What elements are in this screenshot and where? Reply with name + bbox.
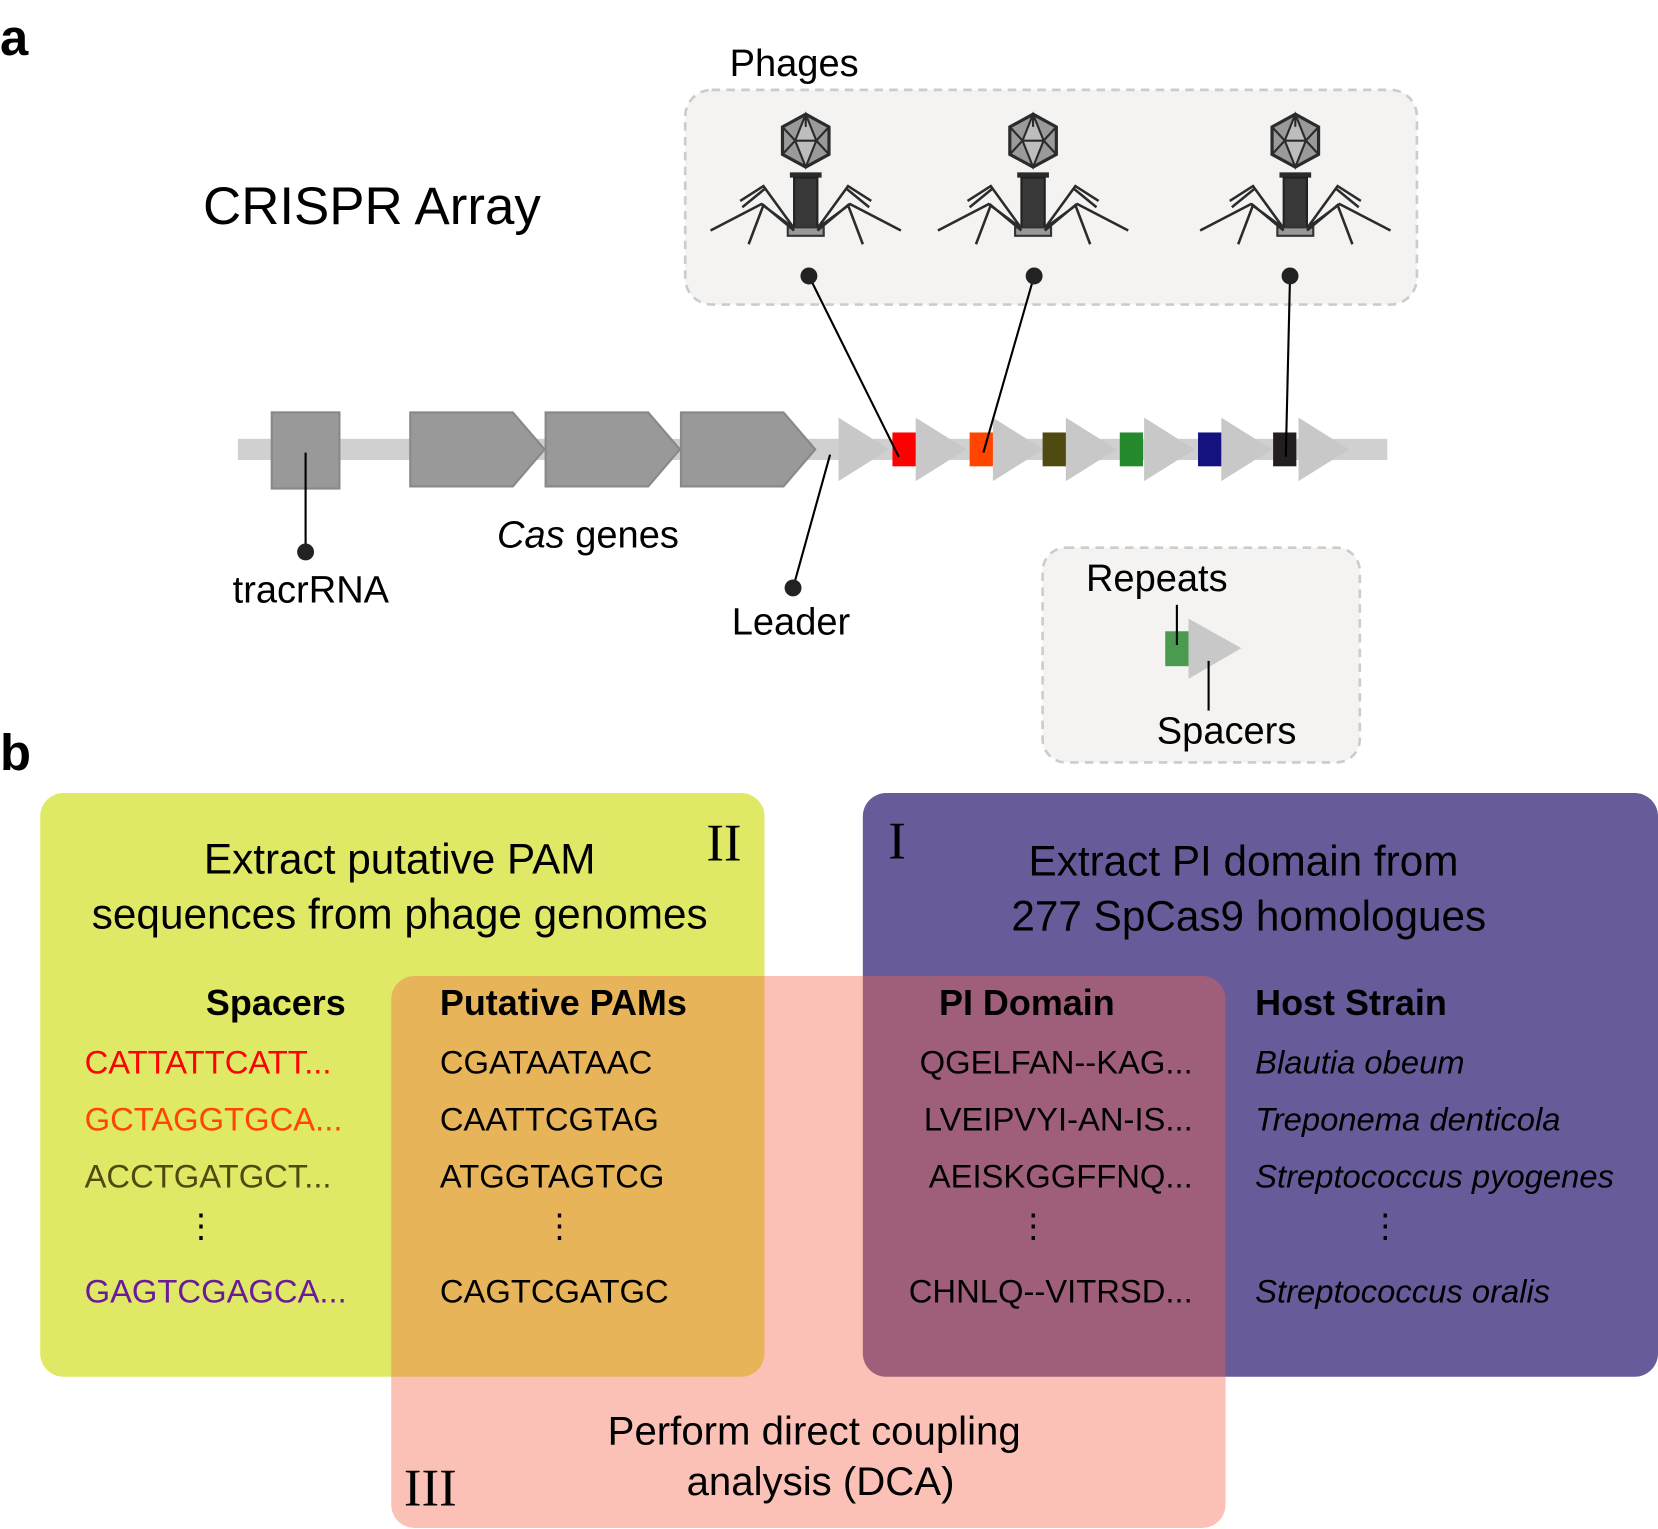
panel-label-b: b <box>0 724 31 781</box>
repeat-triangle <box>1144 417 1195 482</box>
spacer-block <box>969 432 993 467</box>
panel-label-a: a <box>0 9 29 66</box>
spacers-row: GAGTCGAGCA... <box>85 1273 347 1310</box>
legend-spacer <box>1165 631 1189 667</box>
host-strain-row: Streptococcus oralis <box>1255 1273 1550 1310</box>
pams-row: ⋮ <box>543 1207 576 1244</box>
host-strain-row: Blautia obeum <box>1255 1043 1464 1080</box>
pams-row: CAATTCGTAG <box>440 1100 659 1137</box>
step-II-title: Extract putative PAM <box>204 835 596 882</box>
pi-domain-row: AEISKGGFFNQ... <box>929 1157 1193 1194</box>
step-III-title: analysis (DCA) <box>687 1459 955 1504</box>
step-II-box <box>40 793 765 1377</box>
host-strain-row: ⋮ <box>1369 1207 1402 1244</box>
host-strain-row: Treponema denticola <box>1255 1100 1560 1137</box>
repeat-triangle <box>1065 417 1117 482</box>
pi-domain-header: PI Domain <box>939 982 1115 1023</box>
pi-domain-row: QGELFAN--KAG... <box>920 1043 1193 1080</box>
spacers-row: ⋮ <box>185 1207 218 1244</box>
spacers-row: CATTATTCATT... <box>85 1043 332 1080</box>
pi-domain-row: CHNLQ--VITRSD... <box>909 1273 1193 1310</box>
repeat-triangle <box>992 417 1044 482</box>
pams-header: Putative PAMs <box>440 982 687 1023</box>
spacer-block <box>1198 432 1222 467</box>
phages-label: Phages <box>730 43 859 85</box>
pi-domain-row: ⋮ <box>1017 1207 1050 1244</box>
step-III-numeral: III <box>404 1460 457 1518</box>
pams-row: CAGTCGATGC <box>440 1273 669 1310</box>
cas-gene <box>544 411 682 488</box>
repeat-triangle <box>1221 417 1273 482</box>
spacer-block <box>1042 432 1066 467</box>
spacers-header: Spacers <box>206 982 346 1023</box>
cas-gene <box>409 411 546 488</box>
spacer-block <box>1119 432 1144 467</box>
step-II-numeral: II <box>706 815 741 873</box>
spacer-block <box>892 432 916 467</box>
repeat-triangle <box>838 417 890 482</box>
repeats-label: Repeats <box>1086 558 1228 600</box>
spacers-row: GCTAGGTGCA... <box>85 1100 343 1137</box>
cas-genes-label: Cas genes <box>497 515 679 557</box>
spacers-label: Spacers <box>1157 710 1297 752</box>
host-strain-header: Host Strain <box>1255 982 1447 1023</box>
crispr-array-title: CRISPR Array <box>203 177 541 236</box>
step-III-title: Perform direct coupling <box>608 1408 1021 1453</box>
step-III-box <box>391 975 1226 1528</box>
step-I-numeral: I <box>888 813 906 871</box>
pams-row: ATGGTAGTCG <box>440 1157 664 1194</box>
legend-repeat <box>1188 618 1242 679</box>
repeat-triangle <box>915 417 967 482</box>
step-I-title: 277 SpCas9 homologues <box>1011 893 1486 940</box>
tracrRNA-label: tracrRNA <box>233 570 390 612</box>
phages-box <box>683 88 1419 306</box>
crispr-array <box>838 417 1350 482</box>
pams-row: CGATAATAAC <box>440 1043 652 1080</box>
step-I-title: Extract PI domain from <box>1029 838 1459 885</box>
spacer-block <box>1273 432 1297 467</box>
step-II-title: sequences from phage genomes <box>92 890 708 937</box>
pi-domain-row: LVEIPVYI-AN-IS... <box>924 1100 1193 1137</box>
cas-gene <box>679 411 817 488</box>
spacers-row: ACCTGATGCT... <box>85 1157 332 1194</box>
leader-label: Leader <box>732 601 851 643</box>
repeat-triangle <box>1298 417 1350 482</box>
step-I-box <box>862 793 1658 1377</box>
host-strain-row: Streptococcus pyogenes <box>1255 1157 1614 1194</box>
